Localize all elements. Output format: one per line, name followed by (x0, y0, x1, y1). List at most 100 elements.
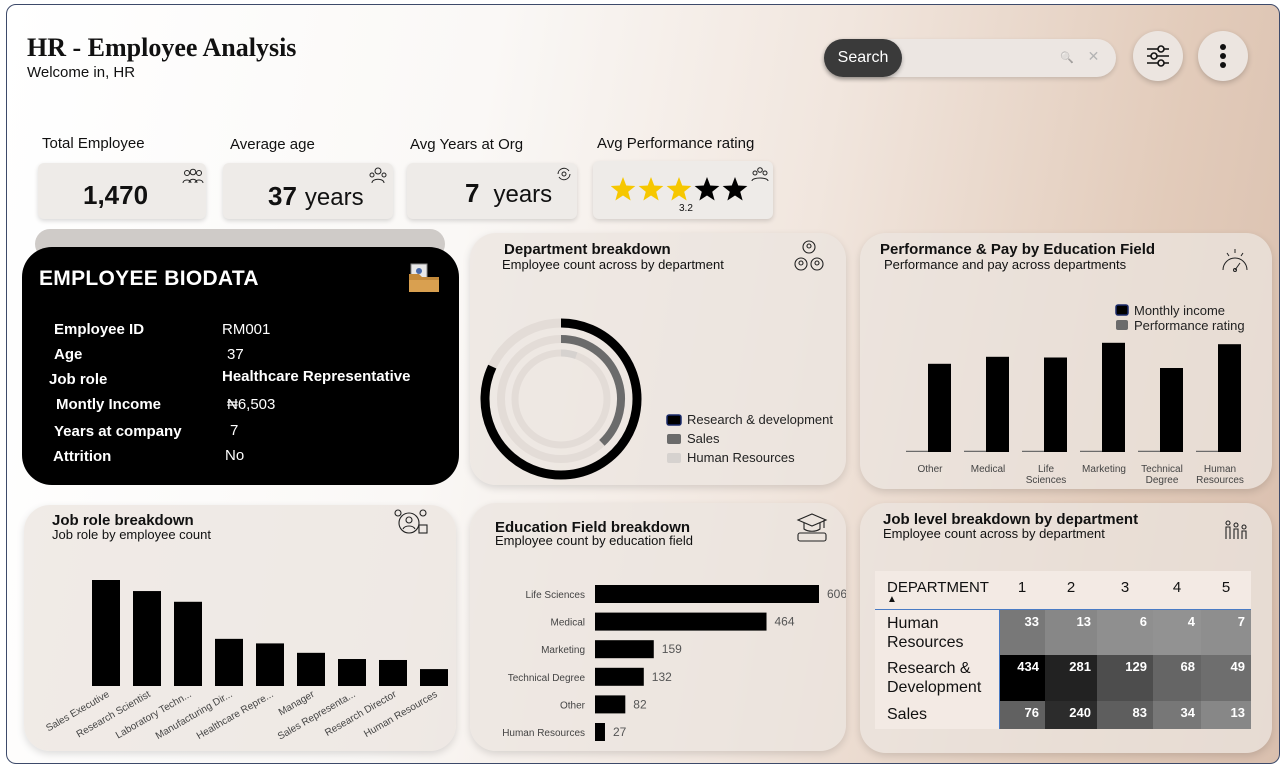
heatmap-row-label[interactable]: Research & Development (875, 655, 1000, 701)
department-donut-chart[interactable]: Research & development Sales Human Resourc… (470, 295, 846, 485)
donut-track-3 (511, 349, 611, 449)
kpi-average-age-label: Average age (230, 136, 315, 153)
edu-axis-label-1: Life Sciences (526, 590, 585, 601)
edu-axis-label-6: Human Resources (502, 728, 585, 739)
edu-bar-1[interactable] (595, 585, 819, 603)
perf-bar-5[interactable] (1138, 450, 1160, 452)
income-bar-6[interactable] (1218, 344, 1241, 452)
kpi-avg-years-card: 7 years (407, 163, 577, 219)
heatmap-header-level-1[interactable]: 1 (1017, 579, 1027, 596)
heatmap-header-department[interactable]: DEPARTMENT ▲ (875, 571, 999, 609)
dashboard-frame: HR - Employee Analysis Welcome in, HR Se… (6, 4, 1280, 764)
job-level-heatmap[interactable]: DEPARTMENT ▲ 1 2 3 4 5 Human Resources 33… (875, 571, 1251, 729)
donut-ring-sales[interactable] (560, 335, 625, 446)
kpi-average-age-value: 37 (268, 181, 297, 211)
legend-label-2: Sales (687, 431, 720, 446)
biodata-label-age: Age (54, 346, 83, 363)
job-role-bar-4[interactable] (215, 638, 243, 686)
income-bar-4[interactable] (1102, 342, 1125, 452)
department-chart-subtitle: Employee count across by department (502, 257, 724, 272)
legend-label-1: Research & development (687, 412, 833, 427)
heatmap-cell[interactable]: 76 (999, 701, 1045, 729)
search-button[interactable]: Search (824, 39, 902, 77)
perf-bar-1[interactable] (906, 450, 928, 452)
kpi-performance-label: Avg Performance rating (597, 135, 755, 152)
heatmap-header-level-4[interactable]: 4 (1172, 579, 1182, 596)
income-bar-3[interactable] (1044, 357, 1067, 453)
graduation-icon (796, 513, 828, 542)
rating-star-1 (611, 177, 636, 201)
heatmap-cell[interactable]: 34 (1153, 701, 1201, 729)
job-role-axis-label-9: Human Resources (362, 689, 439, 740)
income-bar-1[interactable] (928, 363, 951, 452)
education-bar-chart[interactable]: Life Sciences 606 Medical 464 Marketing 159 Te… (470, 575, 846, 751)
perf-bar-2[interactable] (964, 450, 986, 452)
job-role-bar-7[interactable] (338, 659, 366, 686)
income-bar-2[interactable] (986, 356, 1009, 452)
heatmap-cell[interactable]: 83 (1097, 701, 1153, 729)
perf-legend-label-2: Performance rating (1134, 318, 1245, 333)
edu-bar-2[interactable] (595, 612, 767, 631)
kpi-average-age-unit: years (304, 184, 364, 211)
job-role-bar-3[interactable] (174, 601, 202, 686)
heatmap-cell[interactable]: 7 (1201, 608, 1251, 655)
heatmap-cell[interactable]: 281 (1045, 655, 1097, 701)
heatmap-cell[interactable]: 13 (1201, 701, 1251, 729)
job-role-bar-8[interactable] (379, 659, 407, 686)
income-bar-5[interactable] (1160, 368, 1183, 452)
edu-bar-4[interactable] (595, 667, 644, 686)
perf-bar-4[interactable] (1080, 450, 1102, 452)
edu-bar-5[interactable] (595, 695, 626, 714)
rating-star-4 (694, 177, 720, 201)
heatmap-cell[interactable]: 13 (1045, 608, 1097, 655)
heatmap-cell[interactable]: 434 (999, 655, 1045, 701)
job-level-subtitle: Employee count across by department (883, 526, 1105, 541)
heatmap-header-row: DEPARTMENT ▲ 1 2 3 4 5 (875, 571, 1251, 609)
perf-bar-3[interactable] (1022, 450, 1044, 452)
job-role-subtitle: Job role by employee count (52, 527, 211, 542)
cycle-icon (557, 167, 571, 181)
more-options-button[interactable] (1198, 31, 1248, 81)
kpi-avg-years-value: 7 (465, 178, 480, 208)
perf-axis-label-3: Life (1038, 464, 1055, 475)
heatmap-header-level-3[interactable]: 3 (1120, 579, 1130, 596)
job-role-bar-2[interactable] (133, 591, 161, 686)
heatmap-cell[interactable]: 129 (1097, 655, 1153, 701)
biodata-value-attrition: No (225, 447, 245, 464)
donut-ring-human-resources[interactable] (560, 349, 578, 359)
heatmap-header-level-2[interactable]: 2 (1066, 579, 1076, 596)
folder-icon (409, 263, 439, 292)
edu-bar-3[interactable] (595, 640, 654, 659)
perf-axis-label-5: Technical (1141, 464, 1183, 475)
heatmap-cell[interactable]: 33 (999, 608, 1045, 655)
heatmap-cell[interactable]: 49 (1201, 655, 1251, 701)
filter-button[interactable] (1133, 31, 1183, 81)
heatmap-cell[interactable]: 6 (1097, 608, 1153, 655)
job-role-bar-9[interactable] (420, 669, 448, 686)
biodata-label-years: Years at company (54, 423, 182, 440)
edu-bar-6[interactable] (595, 723, 605, 741)
heatmap-cell[interactable]: 4 (1153, 608, 1201, 655)
heatmap-row-label[interactable]: Sales (875, 701, 1000, 729)
biodata-label-employee-id: Employee ID (54, 321, 145, 338)
heatmap-header-level-5[interactable]: 5 (1221, 579, 1231, 596)
kpi-performance-card: 3.2 (593, 161, 773, 219)
education-subtitle: Employee count by education field (495, 533, 694, 548)
heatmap-cell[interactable]: 68 (1153, 655, 1201, 701)
donut-ring-research-development[interactable] (480, 318, 642, 480)
heatmap-row-label[interactable]: Human Resources (875, 608, 1000, 655)
biodata-value-years: 7 (230, 422, 239, 439)
search-field-icons: 🔍 ✕ (1060, 48, 1099, 65)
edu-value-label-2: 464 (775, 615, 795, 629)
job-role-bar-6[interactable] (297, 652, 325, 686)
perf-bar-6[interactable] (1196, 450, 1218, 452)
clear-icon[interactable]: ✕ (1087, 48, 1100, 64)
heatmap-cell[interactable]: 240 (1045, 701, 1097, 729)
job-role-bar-1[interactable] (92, 580, 120, 686)
perf-axis-label-1: Other (917, 464, 943, 475)
education-title: Education Field breakdown (495, 519, 691, 536)
job-role-bar-5[interactable] (256, 643, 284, 686)
kpi-total-employee-label: Total Employee (42, 135, 145, 152)
